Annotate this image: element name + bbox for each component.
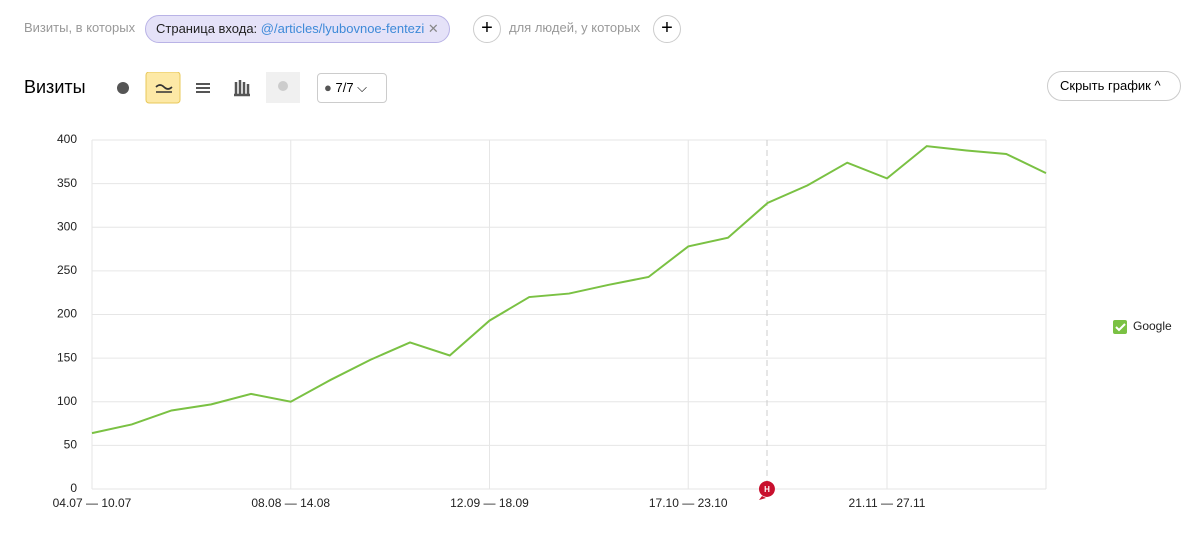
- annotations-count: 7/7: [335, 80, 354, 95]
- legend-checkbox: [1113, 320, 1127, 334]
- filter-chip[interactable]: Страница входа: @/articles/lyubovnoe-fen…: [145, 15, 450, 43]
- y-tick-label: 350: [57, 176, 77, 190]
- y-tick-label: 200: [57, 307, 77, 321]
- area-icon[interactable]: [196, 83, 210, 93]
- x-tick-label: 17.10 — 23.10: [649, 496, 728, 510]
- x-tick-label: 12.09 — 18.09: [450, 496, 529, 510]
- y-tick-label: 50: [64, 438, 78, 452]
- people-label: для людей, у которых: [509, 20, 641, 35]
- series-line: [91, 145, 1047, 435]
- y-tick-label: 250: [57, 263, 77, 277]
- x-tick-label: 04.07 — 10.07: [53, 496, 132, 510]
- add-filter[interactable]: +: [473, 15, 501, 43]
- y-tick-label: 100: [57, 394, 77, 408]
- line-icon[interactable]: [145, 72, 181, 104]
- legend-label: Google: [1133, 319, 1172, 333]
- hide-chart-label: Скрыть график: [1060, 78, 1151, 93]
- chip-value: @/articles/lyubovnoe-fentezi: [260, 21, 425, 36]
- bar-icon[interactable]: [234, 80, 250, 97]
- hide-chart-button[interactable]: Скрыть график ^: [1047, 71, 1181, 101]
- y-tick-label: 400: [57, 132, 77, 146]
- y-tick-label: 0: [70, 481, 77, 495]
- y-tick-label: 150: [57, 350, 77, 364]
- add-people-filter[interactable]: +: [653, 15, 681, 43]
- filter-prefix: Визиты, в которых: [24, 20, 136, 35]
- chip-label: Страница входа:: [156, 21, 258, 36]
- legend-check: [1115, 323, 1126, 332]
- x-tick-label: 21.11 — 27.11: [849, 496, 926, 510]
- annotations-button[interactable]: ● 7/7 ⌵: [317, 73, 387, 103]
- y-tick-label: 300: [57, 219, 77, 233]
- annotation-label: Н: [764, 485, 770, 494]
- annotation-marker[interactable]: [758, 481, 775, 500]
- pie-icon[interactable]: [117, 82, 129, 94]
- x-tick-label: 08.08 — 14.08: [251, 496, 330, 510]
- chart-type-icons: [117, 72, 300, 104]
- chart-title: Визиты: [24, 77, 86, 97]
